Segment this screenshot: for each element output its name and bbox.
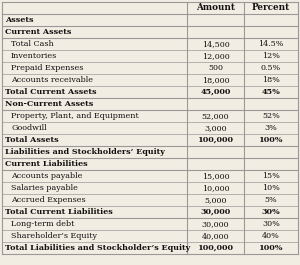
Text: 10,000: 10,000 (202, 184, 229, 192)
Text: Accrued Expenses: Accrued Expenses (11, 196, 85, 204)
Text: 12%: 12% (262, 52, 280, 60)
Text: Total Current Assets: Total Current Assets (5, 88, 97, 96)
Text: 5%: 5% (265, 196, 278, 204)
Text: 30,000: 30,000 (202, 220, 229, 228)
Text: Total Cash: Total Cash (11, 40, 54, 48)
Text: 100%: 100% (259, 136, 283, 144)
Text: 45,000: 45,000 (200, 88, 231, 96)
Text: 15,000: 15,000 (202, 172, 229, 180)
Text: 100%: 100% (259, 244, 283, 252)
Text: Current Liabilities: Current Liabilities (5, 160, 88, 168)
Text: 0.5%: 0.5% (261, 64, 281, 72)
Text: Accounts payable: Accounts payable (11, 172, 82, 180)
Text: 10%: 10% (262, 184, 280, 192)
Text: Goodwill: Goodwill (11, 124, 46, 132)
Text: 30,000: 30,000 (200, 208, 231, 216)
Text: Amount: Amount (196, 3, 235, 12)
Text: Current Assets: Current Assets (5, 28, 71, 36)
Text: 14.5%: 14.5% (258, 40, 284, 48)
Text: 12,000: 12,000 (202, 52, 230, 60)
Text: Long-term debt: Long-term debt (11, 220, 74, 228)
Text: Non-Current Assets: Non-Current Assets (5, 100, 93, 108)
Text: 30%: 30% (262, 220, 280, 228)
Text: Total Liabilities and Stockholder’s Equity: Total Liabilities and Stockholder’s Equi… (5, 244, 190, 252)
Text: 52,000: 52,000 (202, 112, 229, 120)
Text: 3,000: 3,000 (204, 124, 227, 132)
Text: Shareholder’s Equity: Shareholder’s Equity (11, 232, 97, 240)
Text: 40%: 40% (262, 232, 280, 240)
Text: Property, Plant, and Equipment: Property, Plant, and Equipment (11, 112, 139, 120)
Text: Assets: Assets (5, 16, 34, 24)
Text: Accounts receivable: Accounts receivable (11, 76, 93, 84)
Text: Total Current Liabilities: Total Current Liabilities (5, 208, 113, 216)
Text: 18%: 18% (262, 76, 280, 84)
Text: Inventories: Inventories (11, 52, 57, 60)
Text: Liabilities and Stockholders’ Equity: Liabilities and Stockholders’ Equity (5, 148, 165, 156)
Text: 30%: 30% (262, 208, 281, 216)
Text: 5,000: 5,000 (204, 196, 227, 204)
Text: 500: 500 (208, 64, 223, 72)
Text: 52%: 52% (262, 112, 280, 120)
Text: 18,000: 18,000 (202, 76, 229, 84)
Text: 45%: 45% (262, 88, 281, 96)
Text: 100,000: 100,000 (197, 136, 233, 144)
Text: 3%: 3% (265, 124, 278, 132)
Text: Salaries payable: Salaries payable (11, 184, 78, 192)
Text: Total Assets: Total Assets (5, 136, 58, 144)
Text: Percent: Percent (252, 3, 290, 12)
Text: 14,500: 14,500 (202, 40, 230, 48)
Text: 100,000: 100,000 (197, 244, 233, 252)
Text: Prepaid Expenses: Prepaid Expenses (11, 64, 83, 72)
Text: 40,000: 40,000 (202, 232, 229, 240)
Text: 15%: 15% (262, 172, 280, 180)
